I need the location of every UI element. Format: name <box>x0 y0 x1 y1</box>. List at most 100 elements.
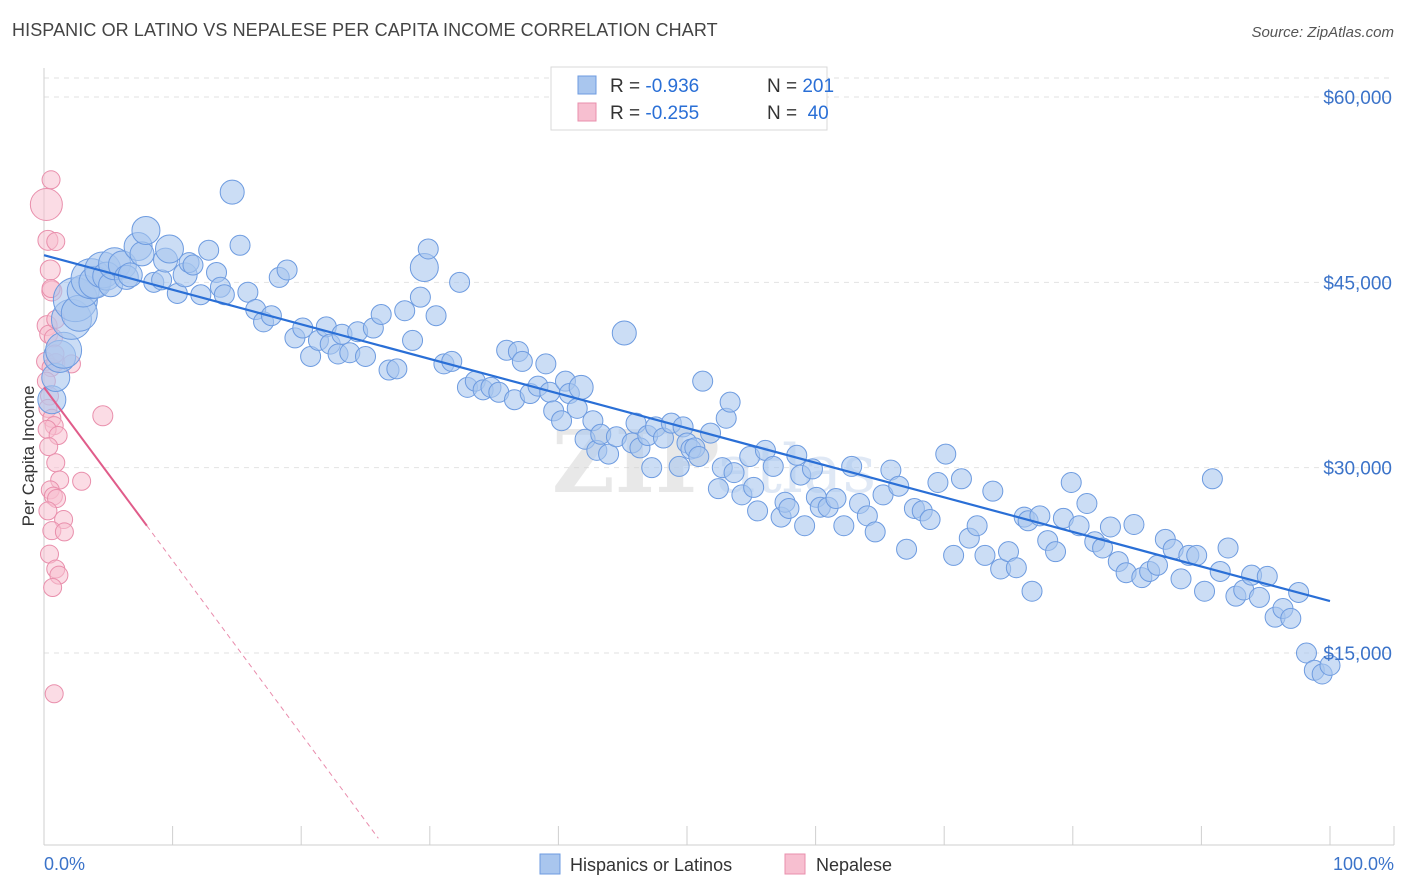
hispanic-point <box>219 179 245 205</box>
hispanic-trend-line <box>43 254 1331 603</box>
hispanic-point <box>1005 557 1027 579</box>
hispanic-point <box>131 215 161 245</box>
nepalese-point <box>46 453 66 473</box>
nepalese-point <box>92 405 114 427</box>
hispanic-point <box>535 353 557 375</box>
nepalese-point <box>54 522 74 542</box>
hispanic-point <box>237 281 259 303</box>
hispanic-point <box>927 471 949 493</box>
hispanic-point <box>762 455 784 477</box>
nepalese-point <box>38 501 58 521</box>
nepalese-point <box>41 170 61 190</box>
hispanic-point <box>568 374 594 400</box>
y-tick-label: $45,000 <box>1323 273 1392 294</box>
legend-r-label: R = <box>610 103 645 124</box>
hispanic-point <box>982 480 1004 502</box>
hispanic-point <box>229 234 251 256</box>
x-tick-label: 0.0% <box>44 854 85 874</box>
hispanic-point <box>747 500 769 522</box>
hispanic-point <box>719 391 741 413</box>
hispanic-point <box>449 271 471 293</box>
hispanic-point <box>355 345 376 367</box>
hispanic-point <box>896 538 918 560</box>
nepalese-trend-line <box>43 386 148 527</box>
legend-n-label: N = <box>767 76 802 97</box>
legend-r-value: -0.936 <box>645 76 699 97</box>
nepalese-point <box>29 187 63 221</box>
hispanic-point <box>919 509 941 531</box>
hispanic-point <box>1068 515 1090 537</box>
nepalese-point <box>39 259 61 281</box>
hispanic-point <box>511 350 533 372</box>
hispanic-point <box>1201 468 1223 490</box>
chart-source: Source: ZipAtlas.com <box>1251 24 1394 41</box>
legend-n-value: 40 <box>802 103 828 124</box>
hispanic-point <box>778 497 800 519</box>
hispanic-point <box>1099 516 1121 538</box>
hispanic-point <box>966 515 988 537</box>
hispanic-point <box>950 468 972 490</box>
y-tick-label: $60,000 <box>1323 88 1392 109</box>
hispanic-point <box>668 455 690 477</box>
svg-text:N = 201: N = 201 <box>730 76 860 97</box>
hispanic-point <box>825 488 847 510</box>
svg-text:R = -0.255: R = -0.255 <box>610 103 699 124</box>
hispanic-point <box>723 462 745 484</box>
hispanic-point <box>409 286 431 308</box>
hispanic-point <box>1256 565 1278 587</box>
hispanic-point <box>1092 537 1114 559</box>
hispanic-point <box>743 476 765 498</box>
hispanic-point <box>1021 580 1043 602</box>
nepalese-point <box>44 684 64 704</box>
bottom-legend-label-blue: Hispanics or Latinos <box>570 855 732 875</box>
legend-box: R = -0.936 N = 201 R = -0.255 N = 40 <box>550 66 860 131</box>
hispanic-point <box>386 358 408 380</box>
nepalese-points <box>29 170 114 704</box>
hispanic-point <box>1076 492 1098 514</box>
nepalese-trend-extension <box>146 525 379 839</box>
legend-r-label: R = <box>610 76 645 97</box>
hispanic-point <box>198 239 220 261</box>
bottom-legend-swatch-pink <box>784 853 806 875</box>
hispanic-point <box>707 478 729 500</box>
svg-text:R = -0.936: R = -0.936 <box>610 76 699 97</box>
grid-layer <box>44 77 1394 654</box>
hispanic-point <box>794 515 816 537</box>
hispanic-point <box>1248 586 1270 608</box>
hispanic-point <box>370 303 392 325</box>
hispanic-point <box>688 446 710 468</box>
hispanic-point <box>129 241 155 267</box>
hispanic-point <box>182 254 204 276</box>
nepalese-point <box>72 471 92 491</box>
legend-r-value: -0.255 <box>645 103 699 124</box>
hispanic-point <box>1060 471 1082 493</box>
hispanic-point <box>1217 537 1239 559</box>
hispanic-point <box>1295 642 1317 664</box>
hispanic-points <box>37 179 1341 685</box>
hispanic-point <box>833 515 855 537</box>
hispanic-point <box>117 262 143 288</box>
legend-n-value: 201 <box>802 76 834 97</box>
hispanic-point <box>974 544 996 566</box>
hispanic-point <box>1280 607 1302 629</box>
hispanic-point <box>1045 541 1067 563</box>
hispanic-point <box>935 443 957 465</box>
hispanic-point <box>598 443 620 465</box>
hispanic-point <box>943 544 965 566</box>
nepalese-point <box>46 232 66 252</box>
hispanic-point <box>402 329 424 351</box>
hispanic-point <box>551 410 573 432</box>
bottom-legend: Hispanics or Latinos Nepalese <box>539 853 892 875</box>
hispanic-point <box>1170 568 1192 590</box>
hispanic-point <box>425 305 447 327</box>
nepalese-point <box>43 578 63 598</box>
hispanic-point <box>611 320 637 346</box>
x-tick-label: 100.0% <box>1333 854 1394 874</box>
trend-lines <box>43 254 1331 839</box>
legend-n-label: N = <box>767 103 802 124</box>
y-tick-label: $30,000 <box>1323 459 1392 480</box>
svg-text:N = 40: N = 40 <box>730 103 855 124</box>
nepalese-point <box>39 437 59 457</box>
chart-title: HISPANIC OR LATINO VS NEPALESE PER CAPIT… <box>12 20 718 40</box>
